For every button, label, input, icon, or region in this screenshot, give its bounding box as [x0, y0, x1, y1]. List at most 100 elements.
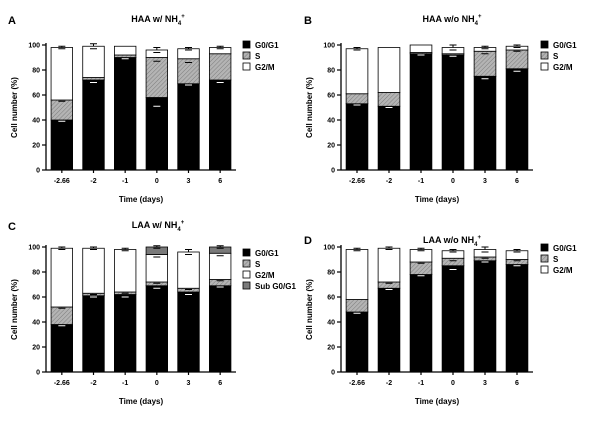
bar-segment-g0-g1 — [145, 285, 168, 373]
legend-swatch-s — [540, 254, 549, 263]
x-tick-label: 0 — [155, 178, 159, 185]
error-bar-g2-m — [417, 247, 425, 252]
y-tick-label: 0 — [331, 370, 335, 377]
bar-segment-g2-m — [145, 254, 168, 283]
legend-label-g2-m: G2/M — [553, 63, 573, 72]
y-tick-label: 60 — [32, 93, 40, 100]
bar-segment-g2-m — [82, 45, 105, 78]
y-tick-label: 80 — [327, 270, 335, 277]
bar-segment-g2-m — [409, 249, 433, 263]
legend-swatch-g2-m — [540, 265, 549, 274]
error-bar-g2-m — [449, 249, 457, 253]
legend-label-s: S — [553, 255, 559, 264]
legend-swatch-s — [242, 51, 251, 60]
bar-segment-g0-g1 — [177, 83, 200, 171]
x-tick-label: 3 — [483, 380, 487, 387]
panel-letter-a: A — [8, 15, 16, 27]
error-bar-g2-m — [481, 246, 489, 253]
bar-segment-g0-g1 — [114, 294, 137, 373]
bar-segment-g2-m — [177, 251, 200, 289]
y-axis-label-c: Cell number (%) — [10, 279, 19, 340]
bar-segment-g0-g1 — [409, 53, 433, 171]
bar-segment-s — [409, 261, 433, 275]
y-tick-label: 20 — [32, 143, 40, 150]
x-tick-label: -1 — [418, 380, 424, 387]
bar-segment-g2-m — [50, 47, 73, 101]
error-bar-sub-g0-g1 — [153, 245, 161, 249]
error-bar-g2-m — [90, 246, 97, 250]
bar-segment-g0-g1 — [50, 119, 73, 171]
y-tick-label: 80 — [32, 68, 40, 75]
legend-label-s: S — [255, 260, 261, 269]
error-bar-sub-g0-g1 — [216, 245, 224, 249]
panel-letter-d: D — [304, 235, 312, 247]
y-tick-label: 20 — [327, 143, 335, 150]
error-bar-g2-m — [481, 45, 489, 50]
error-bar-g2-m — [90, 43, 97, 50]
bar-segment-s — [177, 287, 200, 293]
bar-segment-g2-m — [145, 49, 168, 58]
y-tick-label: 100 — [28, 245, 40, 252]
chart-title-text: HAA w/ NH — [131, 14, 178, 24]
legend-label-g2-m: G2/M — [255, 63, 275, 72]
error-bar-g2-m — [185, 249, 192, 255]
bar-segment-g2-m — [377, 47, 401, 93]
panel-c: C LAA w/ NH4+ Cell number (%) Time (days) 0 2… — [8, 220, 296, 406]
bar-segment-g2-m — [409, 44, 433, 53]
legend-swatch-g2-m — [242, 62, 251, 71]
x-tick-label: 3 — [187, 380, 191, 387]
bar-segment-s — [441, 257, 465, 267]
bar-segment-s — [345, 93, 369, 105]
y-tick-label: 80 — [32, 270, 40, 277]
x-tick-label: -2 — [386, 178, 392, 185]
panel-d: D LAA w/o NH4+ Cell number (%) Time (days) 0… — [304, 235, 577, 406]
bar-segment-g0-g1 — [505, 264, 529, 373]
x-tick-label: -2 — [386, 380, 392, 387]
bar-segment-s — [145, 57, 168, 98]
bar-segment-g2-m — [114, 249, 137, 293]
x-axis-label-c: Time (days) — [119, 397, 164, 406]
x-tick-label: 3 — [483, 178, 487, 185]
x-tick-label: -2.66 — [54, 380, 70, 387]
y-tick-label: 60 — [327, 93, 335, 100]
legend-swatch-g0-g1 — [540, 40, 549, 49]
y-tick-label: 80 — [327, 68, 335, 75]
chart-title-subscript: 4 — [475, 21, 479, 27]
bar-segment-s — [145, 281, 168, 287]
legend-swatch-g0-g1 — [540, 243, 549, 252]
x-tick-label: -2.66 — [349, 178, 365, 185]
bar-segment-g2-m — [345, 249, 369, 300]
x-tick-label: -1 — [122, 178, 128, 185]
bar-segment-g0-g1 — [505, 68, 529, 171]
chart-title-d: LAA w/o NH4+ — [423, 235, 482, 248]
bar-segment-g0-g1 — [345, 103, 369, 171]
x-tick-label: -2 — [90, 178, 96, 185]
y-tick-label: 40 — [327, 118, 335, 125]
x-tick-label: -1 — [122, 380, 128, 387]
bar-segment-s — [473, 256, 497, 262]
x-tick-label: -1 — [418, 178, 424, 185]
legend-swatch-s — [242, 259, 251, 268]
bar-segment-g2-m — [473, 249, 497, 258]
legend-swatch-g2-m — [540, 62, 549, 71]
bar-segment-g0-g1 — [377, 105, 401, 171]
chart-title-subscript: 4 — [177, 227, 181, 233]
legend-swatch-g0-g1 — [242, 40, 251, 49]
y-tick-label: 60 — [327, 295, 335, 302]
error-bar-g2-m — [185, 47, 192, 51]
y-tick-label: 20 — [32, 345, 40, 352]
y-tick-label: 100 — [323, 245, 335, 252]
x-tick-label: 3 — [187, 178, 191, 185]
bar-segment-g0-g1 — [82, 79, 105, 171]
legend-swatch-g2-m — [242, 270, 251, 279]
chart-title-text: LAA w/o NH — [423, 235, 474, 245]
bar-segment-s — [345, 299, 369, 313]
chart-title-text: LAA w/ NH — [132, 220, 178, 230]
chart-title-subscript: 4 — [474, 242, 478, 248]
legend-swatch-sub-g0-g1 — [242, 281, 251, 290]
error-bar-g2-m — [513, 44, 521, 48]
chart-title-superscript: + — [181, 220, 185, 226]
bar-segment-g0-g1 — [208, 79, 232, 171]
x-tick-label: 0 — [451, 178, 455, 185]
y-tick-label: 0 — [331, 168, 335, 175]
